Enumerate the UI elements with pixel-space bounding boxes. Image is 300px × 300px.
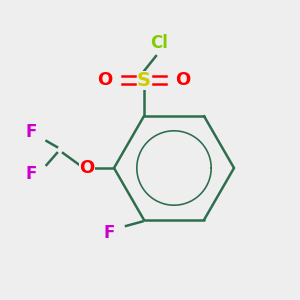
- Text: O: O: [98, 71, 112, 89]
- Text: S: S: [137, 70, 151, 89]
- Text: Cl: Cl: [150, 34, 168, 52]
- Text: O: O: [176, 71, 190, 89]
- Text: F: F: [26, 123, 37, 141]
- Text: O: O: [80, 159, 94, 177]
- Text: F: F: [104, 224, 115, 242]
- Text: F: F: [26, 165, 37, 183]
